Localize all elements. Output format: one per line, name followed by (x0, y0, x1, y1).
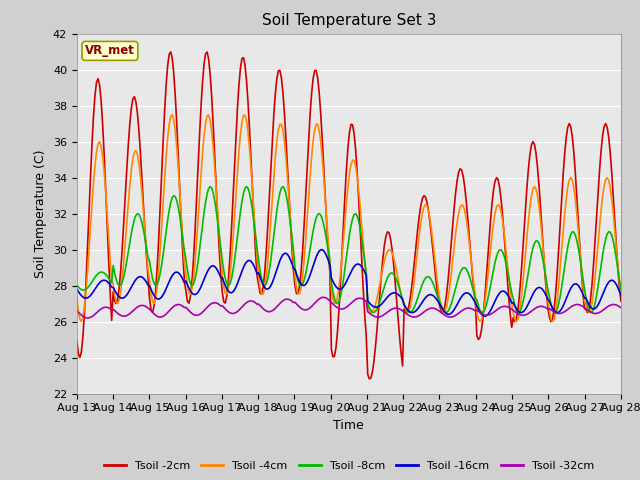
Tsoil -2cm (167, 49, 175, 55)
Tsoil -4cm (264, 259, 271, 264)
Tsoil -4cm (617, 291, 625, 297)
Tsoil -2cm (73, 337, 81, 343)
Tsoil -8cm (255, 258, 262, 264)
Title: Soil Temperature Set 3: Soil Temperature Set 3 (262, 13, 436, 28)
Tsoil -4cm (255, 274, 262, 279)
Tsoil -2cm (264, 224, 271, 230)
Tsoil -32cm (255, 301, 262, 307)
Tsoil -16cm (235, 276, 243, 282)
Tsoil -4cm (589, 289, 597, 295)
Tsoil -8cm (589, 306, 597, 312)
Tsoil -16cm (319, 247, 326, 252)
Tsoil -16cm (253, 271, 261, 276)
Tsoil -32cm (264, 309, 271, 314)
X-axis label: Time: Time (333, 419, 364, 432)
Line: Tsoil -16cm: Tsoil -16cm (77, 250, 621, 316)
Tsoil -16cm (73, 286, 81, 292)
Tsoil -16cm (262, 286, 270, 292)
Line: Tsoil -32cm: Tsoil -32cm (77, 297, 621, 318)
Tsoil -32cm (589, 311, 597, 316)
Tsoil -32cm (237, 306, 244, 312)
Line: Tsoil -8cm: Tsoil -8cm (77, 187, 621, 312)
Tsoil -16cm (140, 276, 147, 281)
Tsoil -8cm (235, 221, 243, 227)
Line: Tsoil -2cm: Tsoil -2cm (77, 52, 621, 379)
Tsoil -4cm (312, 121, 320, 127)
Tsoil -16cm (589, 306, 597, 312)
Tsoil -2cm (589, 262, 597, 267)
Tsoil -16cm (311, 258, 319, 264)
Tsoil -4cm (73, 294, 81, 300)
Tsoil -4cm (237, 132, 244, 137)
Tsoil -32cm (84, 315, 92, 321)
Tsoil -32cm (141, 303, 149, 309)
Y-axis label: Soil Temperature (C): Soil Temperature (C) (35, 149, 47, 278)
Legend: Tsoil -2cm, Tsoil -4cm, Tsoil -8cm, Tsoil -16cm, Tsoil -32cm: Tsoil -2cm, Tsoil -4cm, Tsoil -8cm, Tsoi… (99, 457, 598, 476)
Tsoil -2cm (140, 203, 147, 208)
Tsoil -4cm (140, 209, 147, 215)
Tsoil -2cm (255, 282, 262, 288)
Tsoil -2cm (617, 298, 625, 304)
Tsoil -8cm (140, 227, 147, 233)
Tsoil -2cm (365, 376, 373, 382)
Tsoil -32cm (617, 305, 625, 311)
Tsoil -32cm (312, 299, 320, 304)
Tsoil -4cm (548, 319, 556, 324)
Tsoil -16cm (617, 292, 625, 298)
Tsoil -2cm (312, 68, 320, 73)
Tsoil -8cm (312, 215, 320, 221)
Tsoil -32cm (320, 294, 328, 300)
Tsoil -2cm (237, 65, 244, 71)
Tsoil -8cm (617, 287, 625, 292)
Text: VR_met: VR_met (85, 44, 135, 58)
Tsoil -8cm (264, 276, 271, 282)
Tsoil -8cm (73, 282, 81, 288)
Tsoil -8cm (243, 184, 250, 190)
Line: Tsoil -4cm: Tsoil -4cm (77, 115, 621, 322)
Tsoil -4cm (168, 112, 176, 118)
Tsoil -16cm (481, 313, 488, 319)
Tsoil -32cm (73, 308, 81, 314)
Tsoil -8cm (370, 310, 378, 315)
